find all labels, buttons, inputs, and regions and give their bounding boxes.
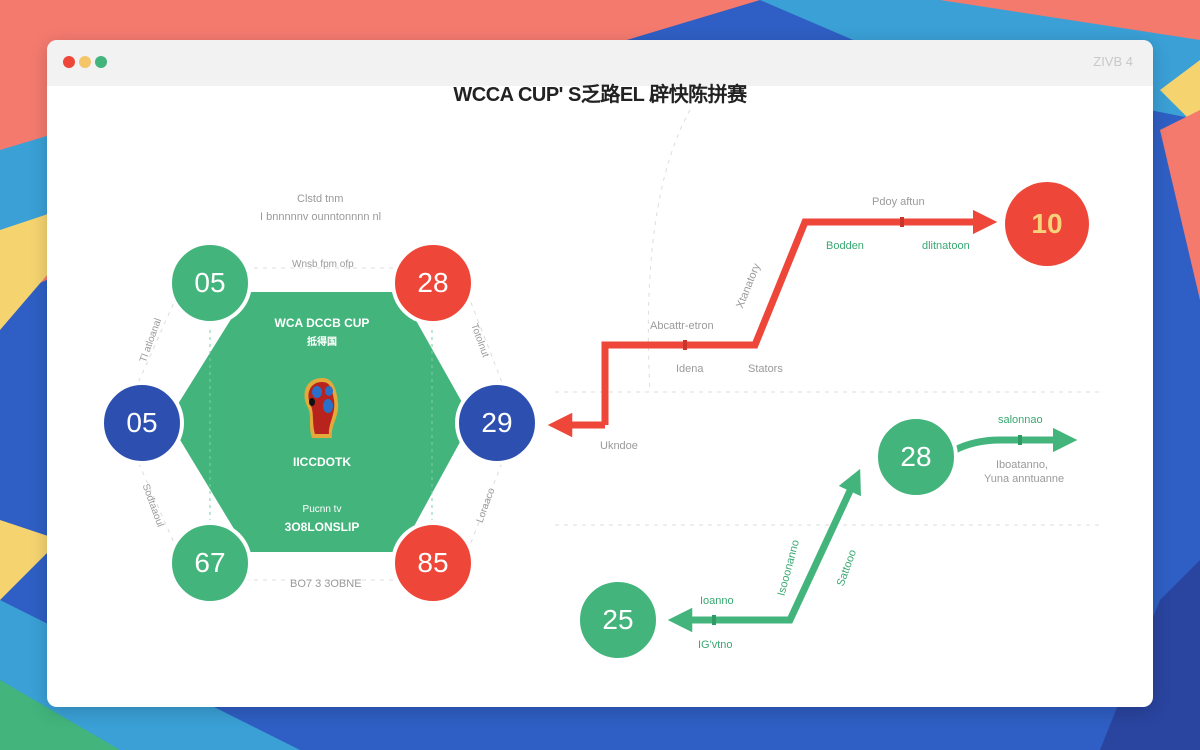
node-top-right[interactable]: 28 <box>391 241 475 325</box>
hex-inner-subtitle: 抵得国 <box>307 337 337 348</box>
green-label-bottom-top: Ioanno <box>700 595 734 607</box>
red-label-bottom: Ukndoe <box>600 440 638 452</box>
hex-inner-small: Pucnn tv <box>302 504 342 515</box>
red-label-mid-bottom-1: Idena <box>676 363 704 375</box>
hex-top-edge-label: Wnsb fpm ofp <box>292 259 354 270</box>
hex-logo-text: IICCDOTK <box>293 455 351 469</box>
green-label-bottom-bottom: IG'vtno <box>698 639 733 651</box>
hex-top-caption-2: I bnnnnnv ounntonnnn nl <box>260 211 382 223</box>
red-label-mid-top: Abcattr-etron <box>650 320 714 332</box>
red-label-top-left: Bodden <box>826 240 864 252</box>
hex-inner-bottom: 3O8LONSLIP <box>284 520 360 534</box>
hex-bottom-edge-label: BO7 3 3OBNE <box>290 578 362 590</box>
red-path-arrow <box>601 209 998 425</box>
node-right[interactable]: 29 <box>455 381 539 465</box>
green-label-right-top: salonnao <box>998 414 1043 426</box>
title-bar: ZIVB 4 <box>47 40 1153 86</box>
node-left[interactable]: 05 <box>100 381 184 465</box>
red-end-node[interactable]: 10 <box>1005 182 1089 266</box>
red-label-top: Pdoy aftun <box>872 196 925 208</box>
world-cup-trophy-logo <box>304 378 339 438</box>
green-start-node[interactable]: 25 <box>576 578 660 662</box>
node-top-left[interactable]: 05 <box>168 241 252 325</box>
red-label-mid-bottom-2: Stators <box>748 363 783 375</box>
green-mid-node[interactable]: 28 <box>874 415 958 499</box>
maximize-button[interactable] <box>95 56 107 68</box>
hex-inner-title: WCA DCCB CUP <box>274 316 370 330</box>
node-bottom-left[interactable]: 67 <box>168 521 252 605</box>
title-bar-label: ZIVB 4 <box>1093 54 1133 69</box>
red-label-top-right: dlitnatoon <box>922 240 970 252</box>
minimize-button[interactable] <box>79 56 91 68</box>
page-title: WCCA CUP' S乏路EL 辟快陈拼赛 <box>453 84 747 106</box>
green-label-right-bottom-2: Yuna anntuanne <box>984 473 1065 485</box>
close-button[interactable] <box>63 56 75 68</box>
green-label-right-bottom-1: Iboatanno, <box>996 459 1048 471</box>
node-bottom-right[interactable]: 85 <box>391 521 475 605</box>
green-right-arrow <box>953 427 1078 454</box>
hex-top-caption-1: Clstd tnm <box>297 193 344 205</box>
green-path-arrow <box>667 468 861 633</box>
